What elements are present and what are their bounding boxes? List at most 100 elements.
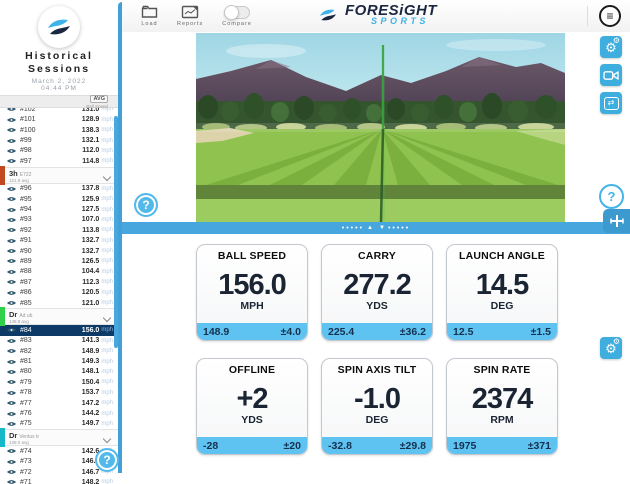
shot-list-item[interactable]: #101 128.9 mph	[0, 115, 118, 125]
load-button[interactable]: Load	[141, 5, 158, 27]
chevron-down-icon[interactable]	[102, 172, 112, 181]
shot-unit: mph	[101, 206, 113, 213]
club-group-header[interactable]: Dr Ad ub 148.9 avg	[0, 307, 118, 327]
eye-visibility-icon[interactable]	[7, 279, 16, 285]
simulator-view[interactable]	[196, 33, 565, 222]
metric-unit: DEG	[490, 300, 514, 312]
eye-visibility-icon[interactable]	[7, 369, 16, 375]
avg-sublabel: Ball Speed	[86, 103, 108, 109]
shot-list-item[interactable]: #90 132.7 mph	[0, 246, 118, 256]
metric-unit: DEG	[365, 414, 389, 426]
page-up-icon[interactable]: ▲	[367, 225, 373, 231]
eye-visibility-icon[interactable]	[7, 207, 16, 213]
eye-visibility-icon[interactable]	[7, 186, 16, 192]
shot-list-item[interactable]: #89 126.5 mph	[0, 256, 118, 266]
eye-visibility-icon[interactable]	[7, 117, 16, 123]
metric-tile[interactable]: CARRY 277.2 YDS 225.4 ±36.2	[321, 244, 433, 341]
shot-number: #79	[20, 378, 32, 386]
eye-visibility-icon[interactable]	[7, 469, 16, 475]
shot-list-item[interactable]: #100 138.3 mph	[0, 125, 118, 135]
shot-list-item[interactable]: #102 131.0 mph	[0, 108, 118, 114]
eye-visibility-icon[interactable]	[7, 196, 16, 202]
eye-visibility-icon[interactable]	[7, 379, 16, 385]
eye-visibility-icon[interactable]	[7, 258, 16, 264]
eye-visibility-icon[interactable]	[7, 227, 16, 233]
club-group-header[interactable]: 3h E722 121.8 avg	[0, 165, 118, 185]
metric-tile[interactable]: SPIN RATE 2374 RPM 1975 ±371	[446, 358, 558, 455]
metric-tile[interactable]: BALL SPEED 156.0 MPH 148.9 ±4.0	[196, 244, 308, 341]
tee-marker-button[interactable]	[603, 209, 630, 233]
tile-settings-button[interactable]: ⚙ ⚙	[600, 337, 622, 359]
club-group-header[interactable]: Dr Ventus tr 139.0 avg	[0, 428, 118, 448]
gear-small-icon: ⚙	[612, 337, 620, 346]
shot-list-item[interactable]: #81 149.3 mph	[0, 356, 118, 366]
shot-list-item[interactable]: #78 153.7 mph	[0, 388, 118, 398]
shot-list-item[interactable]: #94 127.5 mph	[0, 204, 118, 214]
menu-button[interactable]: ≡	[599, 5, 621, 27]
shot-list-item[interactable]: #83 141.3 mph	[0, 336, 118, 346]
sidebar-help-button[interactable]: ?	[95, 448, 119, 472]
camera-view-button[interactable]	[600, 64, 622, 86]
shot-list-item[interactable]: #80 148.1 mph	[0, 367, 118, 377]
shot-list-item[interactable]: #95 125.9 mph	[0, 194, 118, 204]
eye-visibility-icon[interactable]	[7, 479, 16, 484]
eye-visibility-icon[interactable]	[7, 148, 16, 154]
side-help-button[interactable]: ?	[599, 184, 624, 209]
page-down-icon[interactable]: ▼	[379, 225, 385, 231]
eye-visibility-icon[interactable]	[7, 108, 16, 112]
shot-list-item[interactable]: #88 104.4 mph	[0, 267, 118, 277]
eye-visibility-icon[interactable]	[7, 338, 16, 344]
chevron-down-icon[interactable]	[102, 434, 112, 444]
shot-list-item[interactable]: #92 113.8 mph	[0, 225, 118, 235]
eye-visibility-icon[interactable]	[7, 138, 16, 144]
eye-visibility-icon[interactable]	[7, 459, 16, 465]
metric-tile[interactable]: OFFLINE +2 YDS -28 ±20	[196, 358, 308, 455]
shot-list-item[interactable]: #79 150.4 mph	[0, 377, 118, 387]
swap-view-button[interactable]: ⇄	[600, 92, 622, 114]
toggle-switch-icon[interactable]	[224, 4, 251, 20]
shot-list-item[interactable]: #96 137.8 mph	[0, 184, 118, 194]
metric-footer: 148.9 ±4.0	[197, 323, 307, 340]
eye-visibility-icon[interactable]	[7, 359, 16, 365]
shot-list-item[interactable]: #76 144.2 mph	[0, 408, 118, 418]
shot-list-item[interactable]: #77 147.2 mph	[0, 398, 118, 408]
shot-list-item[interactable]: #93 107.0 mph	[0, 215, 118, 225]
chevron-down-icon[interactable]	[102, 313, 112, 323]
eye-visibility-icon[interactable]	[7, 421, 16, 427]
eye-visibility-icon[interactable]	[7, 390, 16, 396]
eye-visibility-icon[interactable]	[7, 411, 16, 417]
pagination-dots-right: •••••	[387, 224, 411, 232]
shot-list-item[interactable]: #97 114.8 mph	[0, 156, 118, 166]
metric-tile[interactable]: LAUNCH ANGLE 14.5 DEG 12.5 ±1.5	[446, 244, 558, 341]
reports-button[interactable]: Reports	[177, 5, 203, 27]
shot-list-item[interactable]: #71 148.2 mph	[0, 477, 118, 484]
shot-ball-speed: 146.7	[81, 468, 100, 476]
shot-list-item[interactable]: #86 120.5 mph	[0, 287, 118, 297]
eye-visibility-icon[interactable]	[7, 448, 16, 454]
settings-button[interactable]: ⚙ ⚙	[600, 36, 622, 58]
eye-visibility-icon[interactable]	[7, 269, 16, 275]
shot-list-item[interactable]: #91 132.7 mph	[0, 235, 118, 245]
shot-list-item[interactable]: #87 112.3 mph	[0, 277, 118, 287]
stage-help-button[interactable]: ?	[134, 193, 158, 217]
shot-list-item[interactable]: #99 132.1 mph	[0, 135, 118, 145]
eye-visibility-icon[interactable]	[7, 248, 16, 254]
sidebar-scrollbar[interactable]	[114, 116, 118, 348]
eye-visibility-icon[interactable]	[7, 348, 16, 354]
shot-list-item[interactable]: #98 112.0 mph	[0, 146, 118, 156]
eye-visibility-icon[interactable]	[7, 238, 16, 244]
eye-visibility-icon[interactable]	[7, 300, 16, 306]
shot-list-item[interactable]: #75 149.7 mph	[0, 419, 118, 429]
shot-number: #95	[20, 195, 32, 203]
eye-visibility-icon[interactable]	[7, 127, 16, 133]
metric-tile[interactable]: SPIN AXIS TILT -1.0 DEG -32.8 ±29.8	[321, 358, 433, 455]
eye-visibility-icon[interactable]	[7, 400, 16, 406]
shot-list-item[interactable]: #84 156.0 mph	[0, 325, 118, 336]
shot-list-item[interactable]: #82 148.9 mph	[0, 346, 118, 356]
eye-visibility-icon[interactable]	[7, 290, 16, 296]
eye-visibility-icon[interactable]	[7, 217, 16, 223]
eye-visibility-icon[interactable]	[7, 327, 16, 333]
eye-visibility-icon[interactable]	[7, 158, 16, 164]
shot-list-item[interactable]: #85 121.0 mph	[0, 298, 118, 308]
compare-toggle[interactable]: Compare	[222, 4, 252, 27]
